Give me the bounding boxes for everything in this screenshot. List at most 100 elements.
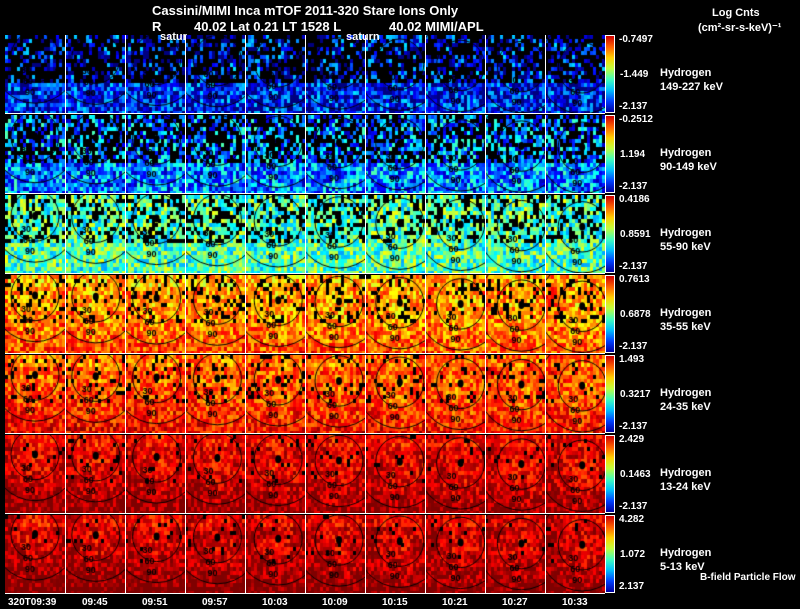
heatmap-panel — [245, 355, 305, 433]
colorbar-max-label: 0.7613 — [619, 274, 650, 285]
panel-divider — [425, 275, 426, 353]
heatmap-panel — [185, 515, 245, 593]
channel-energy: 5-13 keV — [660, 561, 705, 573]
panel-divider — [485, 115, 486, 193]
row-divider — [5, 353, 605, 354]
heatmap-panel — [5, 435, 65, 513]
heatmap-panel — [365, 435, 425, 513]
time-tick-label: 10:33 — [562, 597, 588, 608]
colorbar-mid-label: 1.194 — [620, 149, 646, 160]
heatmap-panel — [485, 515, 545, 593]
panel-divider — [305, 355, 306, 433]
heatmap-panel — [245, 435, 305, 513]
channel-species: Hydrogen — [660, 547, 712, 559]
colorbar-max-label: 0.4186 — [619, 194, 650, 205]
colorbar-min-label: -2.137 — [619, 261, 648, 272]
heatmap-panel — [125, 35, 185, 113]
row-divider — [5, 593, 605, 594]
heatmap-panel — [485, 275, 545, 353]
panel-divider — [545, 115, 546, 193]
colorbar-max-label: -0.7497 — [619, 34, 653, 45]
saturn-label: satur — [160, 31, 187, 43]
heatmap-panel — [485, 35, 545, 113]
heatmap-panel — [65, 515, 125, 593]
heatmap-panel — [305, 195, 365, 273]
heatmap-panel — [5, 195, 65, 273]
panel-divider — [245, 115, 246, 193]
panel-divider — [125, 35, 126, 113]
heatmap-panel — [425, 275, 485, 353]
channel-energy: 35-55 keV — [660, 321, 711, 333]
heatmap-panel — [425, 35, 485, 113]
channel-energy: 13-24 keV — [660, 481, 711, 493]
colorbar-mid-label: 0.6878 — [620, 309, 651, 320]
panel-divider — [185, 275, 186, 353]
panel-divider — [125, 115, 126, 193]
colorbar — [605, 195, 615, 273]
heatmap-panel — [305, 115, 365, 193]
heatmap-panel — [305, 435, 365, 513]
panel-divider — [65, 515, 66, 593]
heatmap-panel — [425, 435, 485, 513]
channel-energy: 90-149 keV — [660, 161, 717, 173]
panel-divider — [65, 35, 66, 113]
heatmap-panel — [185, 435, 245, 513]
heatmap-panel — [365, 355, 425, 433]
panel-divider — [425, 35, 426, 113]
subtitle-position: 40.02 Lat 0.21 LT 1528 L — [194, 19, 342, 34]
panel-divider — [245, 355, 246, 433]
time-tick-label: 09:45 — [82, 597, 108, 608]
panel-divider — [185, 355, 186, 433]
heatmap-panel — [185, 355, 245, 433]
heatmap-panel — [425, 515, 485, 593]
channel-species: Hydrogen — [660, 387, 712, 399]
panel-divider — [125, 195, 126, 273]
heatmap-panel — [305, 35, 365, 113]
panel-divider — [485, 435, 486, 513]
subtitle-r: R — [152, 19, 162, 34]
colorbar-mid-label: 0.3217 — [620, 389, 651, 400]
panel-divider — [305, 35, 306, 113]
colorbar — [605, 35, 615, 113]
colorbar-mid-label: 0.1463 — [620, 469, 651, 480]
panel-divider — [365, 35, 366, 113]
time-tick-label: 10:21 — [442, 597, 468, 608]
heatmap-panel — [125, 435, 185, 513]
panel-divider — [245, 515, 246, 593]
panel-divider — [365, 275, 366, 353]
heatmap-panel — [485, 355, 545, 433]
heatmap-panel — [245, 35, 305, 113]
colorbar — [605, 115, 615, 193]
panel-divider — [365, 515, 366, 593]
heatmap-panel — [5, 275, 65, 353]
panel-divider — [65, 275, 66, 353]
panel-divider — [125, 515, 126, 593]
colorbar-max-label: -0.2512 — [619, 114, 653, 125]
colorbar-min-label: -2.137 — [619, 341, 648, 352]
heatmap-panel — [545, 275, 605, 353]
heatmap-panel — [305, 275, 365, 353]
panel-divider — [245, 195, 246, 273]
panel-divider — [65, 435, 66, 513]
panel-divider — [305, 515, 306, 593]
colorbar-min-label: -2.137 — [619, 181, 648, 192]
time-tick-label: 10:15 — [382, 597, 408, 608]
colorbar-max-label: 4.282 — [619, 514, 645, 525]
heatmap-panel — [305, 355, 365, 433]
heatmap-panel — [5, 115, 65, 193]
heatmap-panel — [485, 115, 545, 193]
heatmap-panel — [485, 435, 545, 513]
heatmap-panel — [485, 195, 545, 273]
panel-divider — [125, 435, 126, 513]
colorbar-min-label: -2.137 — [619, 501, 648, 512]
heatmap-panel — [545, 195, 605, 273]
channel-energy: 149-227 keV — [660, 81, 723, 93]
heatmap-panel — [125, 195, 185, 273]
heatmap-panel — [245, 275, 305, 353]
time-tick-label: 10:09 — [322, 597, 348, 608]
heatmap-panel — [365, 515, 425, 593]
panel-divider — [485, 35, 486, 113]
channel-species: Hydrogen — [660, 147, 712, 159]
time-tick-label: 09:57 — [202, 597, 228, 608]
panel-divider — [125, 355, 126, 433]
